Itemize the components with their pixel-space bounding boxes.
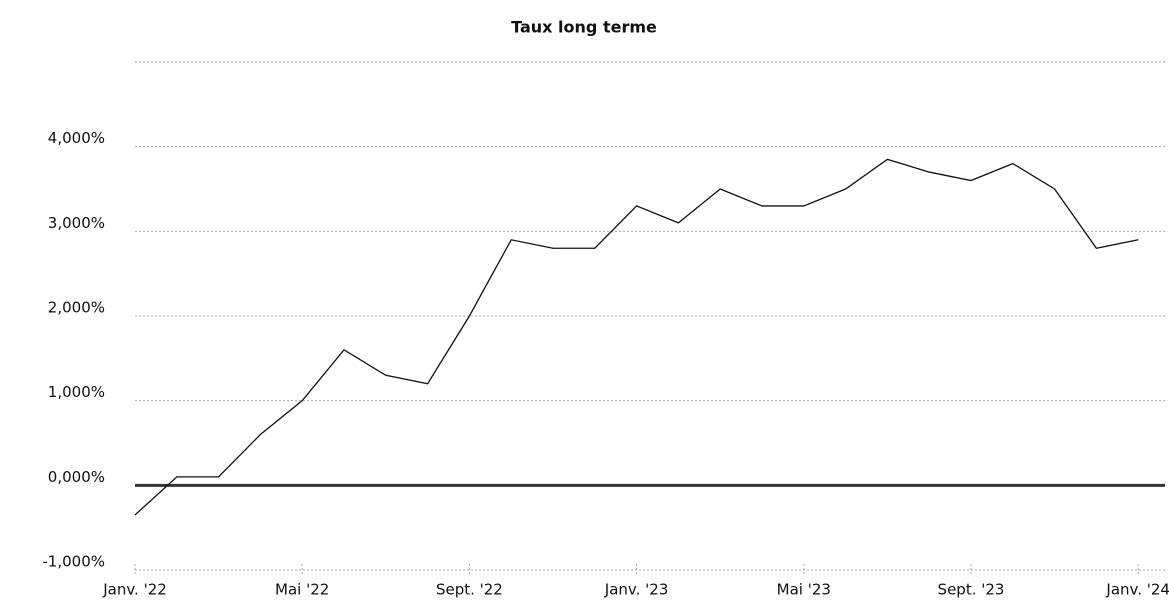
x-tick-label: Sept. '22 [436,581,503,599]
y-tick-label: -1,000% [42,553,105,571]
y-tick-label: 2,000% [48,299,105,317]
y-tick-label: 4,000% [48,129,105,147]
y-tick-label: 3,000% [48,214,105,232]
line [134,158,1139,516]
x-tick-label: Sept. '23 [938,581,1005,599]
x-tick-label: Janv. '23 [604,581,669,599]
chart-title: Taux long terme [511,18,657,37]
y-tick-label: 1,000% [48,383,105,401]
x-tick-label: Janv. '24 [1105,581,1169,599]
x-tick-label: Mai '22 [275,581,329,599]
y-tick-label: 0,000% [48,468,105,486]
x-tick-label: Mai '23 [777,581,831,599]
x-tick-label: Janv. '22 [102,581,167,599]
